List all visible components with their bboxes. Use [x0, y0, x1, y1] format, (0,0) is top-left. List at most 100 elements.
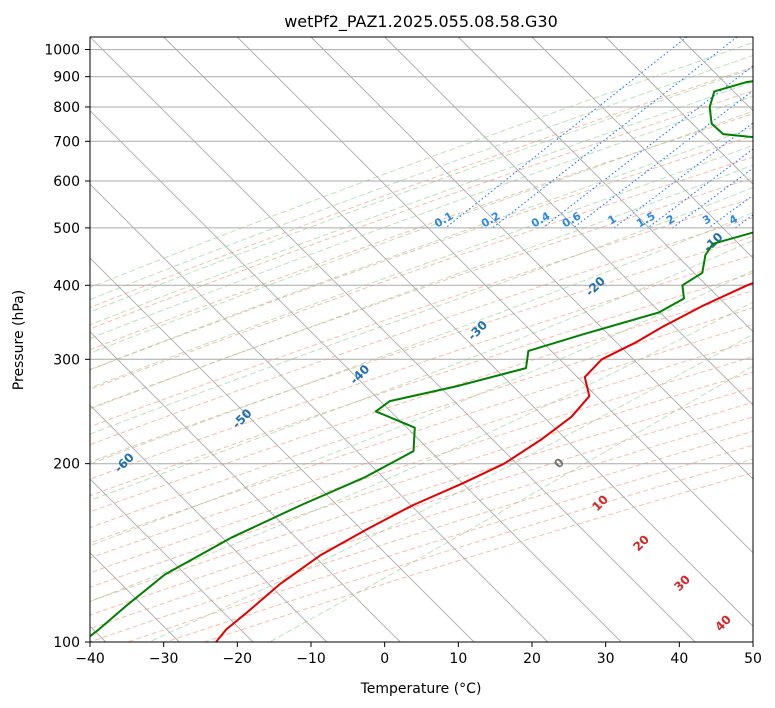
- y-tick-label: 600: [53, 174, 80, 190]
- mixing-ratio-line: [445, 37, 688, 229]
- dry-adiabat: [90, 307, 753, 529]
- x-tick-label: −30: [149, 651, 179, 667]
- mixing-ratio-line: [734, 214, 753, 229]
- dry-adiabat: [90, 156, 753, 390]
- moist-adiabat-label: 0: [551, 455, 567, 471]
- moist-adiabat: [90, 81, 753, 326]
- isotherm: [605, 37, 753, 185]
- moist-adiabat: [90, 67, 753, 313]
- isotherm: [90, 37, 696, 642]
- mixing-ratio-label: 6: [766, 212, 775, 227]
- x-tick-label: 50: [744, 651, 762, 667]
- x-tick-label: 20: [523, 651, 541, 667]
- isotherm: [90, 331, 401, 642]
- dry-adiabat: [90, 272, 753, 497]
- moist-adiabat: [90, 269, 753, 547]
- x-axis-label: Temperature (°C): [360, 681, 482, 697]
- y-tick-label: 500: [53, 221, 80, 237]
- moist-adiabat-label: 40: [712, 612, 734, 634]
- x-tick-label: −10: [296, 651, 326, 667]
- moist-adiabat: [90, 239, 753, 502]
- y-tick-label: 700: [53, 134, 80, 150]
- background-lines: [90, 37, 753, 642]
- isotherm: [384, 37, 753, 406]
- mixing-ratio-line: [613, 122, 753, 229]
- plot-frame: [89, 36, 754, 643]
- isotherm: [90, 257, 475, 642]
- isotherm: [90, 110, 622, 642]
- y-axis-label: Pressure (hPa): [11, 290, 27, 390]
- dry-adiabat: [90, 323, 753, 544]
- mixing-ratio-line: [492, 37, 738, 229]
- dry-adiabat: [90, 416, 753, 630]
- moist-adiabat-label: 10: [589, 492, 611, 514]
- isotherm: [90, 478, 254, 642]
- isotherm: [236, 37, 753, 554]
- x-tick-label: 40: [670, 651, 688, 667]
- moist-adiabat: [90, 164, 753, 410]
- dry-adiabat: [90, 113, 753, 351]
- isotherm-label: -60: [112, 450, 137, 475]
- dry-adiabat: [90, 356, 753, 574]
- isotherm: [531, 37, 753, 259]
- moist-adiabat: [90, 110, 753, 354]
- mixing-ratio-label: 0.2: [479, 209, 502, 230]
- x-tick-label: 30: [597, 651, 615, 667]
- pressure-grid: [90, 37, 753, 642]
- isotherm: [752, 37, 753, 38]
- isotherm: [678, 37, 753, 112]
- y-tick-label: 300: [53, 352, 80, 368]
- dewpoint-profile-line: [90, 80, 753, 638]
- y-tick-label: 100: [53, 635, 80, 651]
- moist-adiabat-label: 20: [630, 532, 652, 554]
- moist-adiabat: [90, 212, 753, 465]
- mixing-ratio-line: [542, 65, 753, 229]
- x-tick-label: −40: [75, 651, 105, 667]
- mixing-ratio-line: [572, 90, 753, 229]
- x-tick-label: −20: [223, 651, 253, 667]
- moist-adiabat: [90, 95, 753, 340]
- mixing-ratio-label: 2: [664, 212, 677, 227]
- y-tick-label: 400: [53, 278, 80, 294]
- isotherm: [457, 37, 753, 333]
- dry-adiabat: [90, 177, 753, 409]
- moist-adiabat-label: 30: [671, 572, 693, 594]
- x-axis: −40 −30 −20 −10 0 10 20 30 40 50: [75, 642, 762, 667]
- isotherm-label: -30: [465, 318, 490, 343]
- isotherm-label: -70: [0, 494, 19, 519]
- dry-adiabat: [90, 340, 753, 559]
- isotherm: [163, 37, 753, 627]
- dry-adiabat: [90, 371, 753, 588]
- dry-adiabat: [90, 66, 753, 309]
- dry-adiabat: [90, 401, 753, 616]
- profiles: [90, 80, 753, 642]
- dry-adiabat: [90, 290, 753, 513]
- y-tick-label: 200: [53, 457, 80, 473]
- y-tick-label: 900: [53, 70, 80, 86]
- mixing-ratio-label: 0.6: [560, 209, 584, 230]
- isotherm-label: -40: [347, 362, 372, 387]
- y-tick-label: 800: [53, 100, 80, 116]
- chart-title: wetPf2_PAZ1.2025.055.08.58.G30: [284, 12, 558, 32]
- moist-adiabat: [90, 301, 753, 603]
- dry-adiabat: [90, 386, 753, 602]
- x-tick-label: 10: [449, 651, 467, 667]
- mixing-ratio-label: 1.5: [634, 209, 657, 230]
- moist-adiabat: [90, 186, 753, 435]
- moist-adiabat: [148, 333, 753, 642]
- isotherm: [90, 183, 549, 642]
- mixing-ratio-label: 1: [606, 212, 619, 227]
- dry-adiabat: [90, 254, 753, 480]
- isotherm-label: -20: [583, 274, 608, 299]
- y-tick-label: 1000: [44, 43, 80, 59]
- mixing-ratio-label: 0.4: [529, 209, 553, 230]
- y-axis: 100 200 300 400 500 600 700 800 900 1000: [44, 43, 90, 651]
- mixing-ratio-label: 0.1: [432, 209, 455, 230]
- dry-adiabat: [203, 471, 753, 642]
- mixing-ratio-line: [708, 194, 753, 229]
- x-tick-label: 0: [380, 651, 389, 667]
- isotherm: [310, 37, 753, 480]
- temperature-profile-line: [215, 282, 753, 642]
- moist-adiabat: [90, 126, 753, 371]
